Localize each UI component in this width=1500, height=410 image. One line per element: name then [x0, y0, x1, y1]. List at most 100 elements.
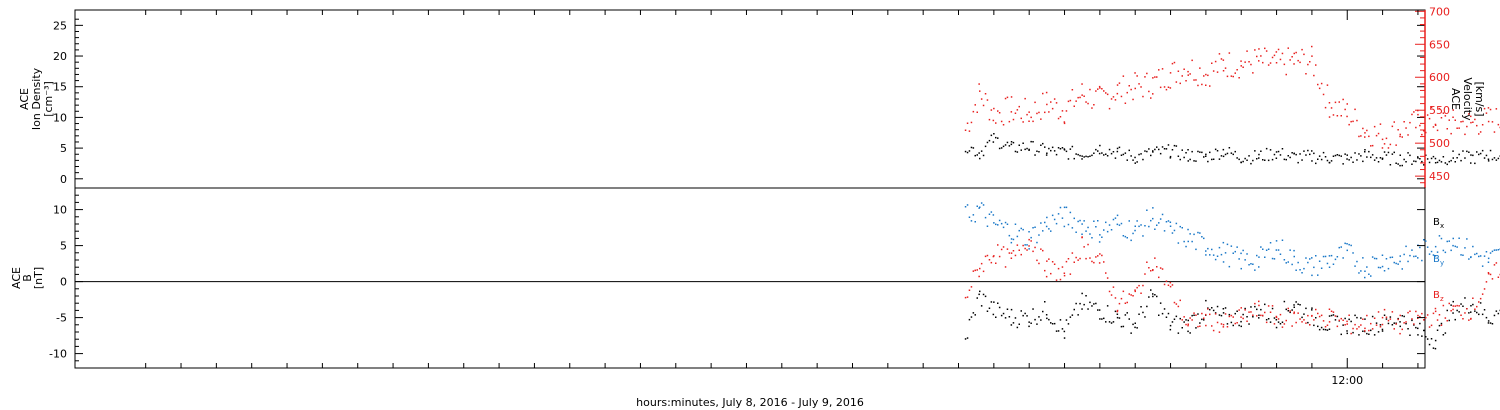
bz-point [1495, 262, 1498, 264]
density-point [1140, 153, 1142, 155]
bx-point [1413, 324, 1415, 326]
bz-point [1381, 316, 1384, 319]
bz-point [1381, 323, 1384, 326]
bz-point [1012, 250, 1015, 252]
bx-point [1032, 308, 1034, 310]
velocity-point [1401, 136, 1403, 138]
bz-point [1340, 317, 1342, 320]
density-point [1087, 156, 1089, 158]
velocity-point [1487, 107, 1490, 109]
density-point [1152, 150, 1154, 152]
bz-point [1006, 248, 1009, 250]
by-point [1193, 233, 1195, 236]
by-point [1426, 246, 1429, 248]
velocity-point [1240, 60, 1242, 62]
by-point [988, 213, 991, 215]
velocity-point [1495, 108, 1498, 110]
by-point [968, 216, 971, 218]
bz-point [1264, 311, 1266, 314]
bx-point [1144, 316, 1146, 318]
bz-point [1169, 281, 1172, 284]
density-point [972, 147, 975, 149]
bx-point [1163, 308, 1166, 310]
bx-point [1415, 326, 1417, 329]
by-point [980, 202, 983, 204]
by-point [1004, 221, 1007, 224]
bx-point [1295, 301, 1297, 303]
velocity-point [1293, 63, 1295, 65]
density-point [1311, 150, 1313, 152]
density-point [970, 146, 973, 149]
by-point [1187, 228, 1189, 231]
density-point [1328, 162, 1331, 164]
density-point [1313, 152, 1315, 155]
by-point [1366, 266, 1368, 268]
bz-point [1077, 259, 1079, 261]
by-point [1134, 229, 1136, 232]
bz-point [972, 270, 975, 272]
legend-bz: B z [1433, 290, 1444, 303]
bx-point [1218, 314, 1221, 316]
density-point [1224, 153, 1227, 156]
density-point [1352, 161, 1354, 163]
bx-point [1423, 329, 1425, 332]
velocity-point [1381, 147, 1384, 149]
velocity-point [1012, 118, 1015, 121]
bx-point [1246, 316, 1248, 318]
velocity-point [1073, 105, 1075, 107]
bz-point [1095, 256, 1097, 258]
bx-point [1042, 310, 1044, 313]
velocity-point [1346, 115, 1348, 118]
density-point [1132, 159, 1134, 161]
by-point [1352, 252, 1354, 254]
by-point [1452, 237, 1454, 240]
density-point [992, 141, 995, 143]
by-point [1478, 255, 1480, 258]
velocity-point [1026, 113, 1028, 116]
bx-point [1483, 309, 1486, 311]
density-point [1464, 157, 1466, 159]
bx-point [1462, 305, 1464, 307]
density-point [1371, 154, 1374, 156]
by-point [1071, 227, 1074, 229]
bz-point [1169, 285, 1172, 288]
bx-point [1254, 305, 1256, 308]
bx-point [1148, 296, 1150, 298]
legend-bx-main: B [1433, 217, 1440, 228]
by-point [1267, 248, 1270, 250]
bz-point [1291, 325, 1293, 327]
density-point [1189, 158, 1191, 161]
velocity-point [1077, 96, 1079, 99]
density-point [1260, 150, 1262, 152]
by-point [1385, 258, 1388, 260]
velocity-point [1152, 77, 1154, 79]
velocity-point [1071, 89, 1074, 91]
velocity-point [1409, 121, 1411, 124]
bz-point [1393, 328, 1395, 330]
by-point [1383, 270, 1386, 272]
bx-point [1195, 327, 1197, 329]
bx-point [1275, 326, 1278, 329]
bz-point [1022, 244, 1024, 247]
velocity-point [1440, 117, 1443, 119]
density-point [1012, 141, 1015, 144]
velocity-point [1371, 144, 1374, 147]
bz-point [980, 262, 983, 265]
bottom-ylabel-line3: [nT] [32, 267, 45, 289]
velocity-point [1177, 70, 1180, 72]
by-point [1425, 240, 1427, 242]
bx-point [1244, 307, 1246, 310]
bx-point [1485, 316, 1488, 319]
bottom-ylabel-line2: B [21, 274, 34, 282]
by-point [1444, 251, 1447, 254]
velocity-point [1275, 51, 1278, 53]
by-point [1187, 240, 1189, 243]
density-point [979, 157, 981, 160]
density-point [1383, 151, 1386, 153]
by-point [1199, 232, 1201, 234]
bz-point [1417, 314, 1419, 317]
bx-point [1081, 308, 1083, 310]
by-point [970, 220, 973, 222]
density-point [1142, 158, 1144, 161]
bz-point [1211, 325, 1213, 327]
